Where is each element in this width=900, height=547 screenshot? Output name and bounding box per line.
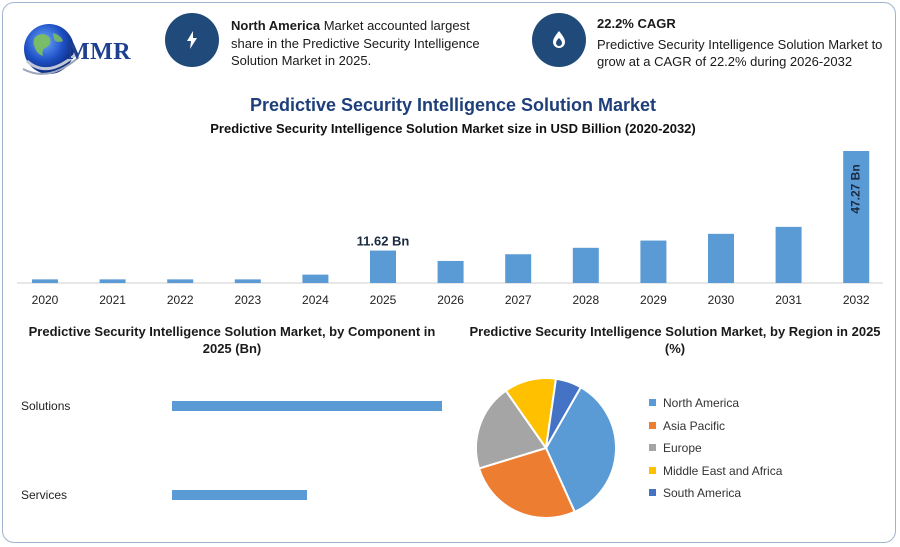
page-title: Predictive Security Intelligence Solutio… [249, 95, 657, 115]
market-size-bar-chart: 2020 2021 2022 2023 2024 2025 11.62 Bn 2026 2027… [17, 151, 883, 307]
bar-services [172, 490, 307, 500]
bar-2021 [99, 279, 126, 283]
x-tick-label: 2026 [437, 293, 464, 307]
data-label: 11.62 Bn [357, 234, 410, 249]
legend-item: North America [649, 396, 739, 410]
category-label: Services [21, 488, 67, 502]
x-tick-label: 2030 [708, 293, 735, 307]
x-tick-label: 2025 [370, 293, 397, 307]
growth-badge [532, 13, 586, 67]
legend-item: Asia Pacific [649, 419, 725, 433]
x-tick-label: 2021 [99, 293, 126, 307]
bar-2032 [843, 151, 870, 283]
legend-item: Middle East and Africa [649, 464, 782, 478]
legend-label: North America [663, 396, 740, 410]
highlight-1-bold: North America [231, 18, 321, 33]
highlight-north-america: North America Market accounted largest s… [231, 17, 501, 70]
bar-2023 [234, 279, 261, 283]
x-tick-label: 2032 [843, 293, 870, 307]
x-tick-label: 2031 [775, 293, 802, 307]
legend-label: Europe [663, 441, 702, 455]
legend-swatch [649, 466, 656, 474]
region-chart-title: Predictive Security Intelligence Solutio… [469, 324, 881, 356]
legend-label: South America [663, 486, 742, 500]
legend-swatch [649, 421, 656, 429]
component-chart-title: Predictive Security Intelligence Solutio… [28, 324, 436, 356]
legend-swatch [649, 399, 656, 407]
highlight-2-bold: 22.2% CAGR [597, 16, 676, 31]
bar-2024 [302, 274, 329, 283]
chart-subtitle: Predictive Security Intelligence Solutio… [210, 121, 696, 136]
category-label: Solutions [21, 399, 70, 413]
bar-2020 [32, 279, 58, 283]
legend-swatch [649, 444, 656, 452]
component-bar-chart: Solutions Services [21, 399, 442, 502]
mmr-logo [22, 24, 80, 75]
pie-slice-europe [475, 389, 548, 470]
x-tick-label: 2022 [167, 293, 194, 307]
highlight-cagr: 22.2% CAGR Predictive Security Intelligen… [597, 15, 887, 71]
legend-label: Middle East and Africa [663, 463, 783, 478]
x-tick-label: 2023 [234, 293, 261, 307]
brand-name: MMR [67, 39, 132, 65]
growth-icon [553, 31, 565, 48]
legend-item: South America [649, 486, 741, 500]
pie-slice-south-america [545, 377, 583, 449]
bar-2026 [437, 260, 464, 283]
bar-2028 [572, 247, 599, 283]
bar-2031 [775, 226, 802, 283]
bar-2029 [640, 240, 667, 283]
x-tick-label: 2024 [302, 293, 329, 307]
x-tick-label: 2027 [505, 293, 532, 307]
bar-solutions [172, 401, 442, 411]
bar-2022 [167, 279, 194, 283]
legend-item: Europe [649, 441, 702, 455]
bar-2025 [370, 250, 396, 283]
data-label: 47.27 Bn [848, 164, 862, 213]
highlight-2-text: Predictive Security Intelligence Solutio… [597, 36, 883, 70]
x-tick-label: 2020 [32, 293, 59, 307]
highlight-1-text: Market accounted largest share in the Pr… [231, 18, 480, 68]
lightning-icon [187, 31, 197, 49]
legend-label: Asia Pacific [663, 418, 726, 433]
region-pie-chart [475, 377, 617, 519]
bar-2030 [708, 233, 734, 283]
bar-2027 [505, 254, 532, 283]
pie-slice-asia-pacific [477, 446, 577, 519]
x-tick-label: 2029 [640, 293, 667, 307]
lightning-badge [165, 13, 219, 67]
legend-swatch [649, 489, 656, 497]
x-tick-label: 2028 [572, 293, 599, 307]
